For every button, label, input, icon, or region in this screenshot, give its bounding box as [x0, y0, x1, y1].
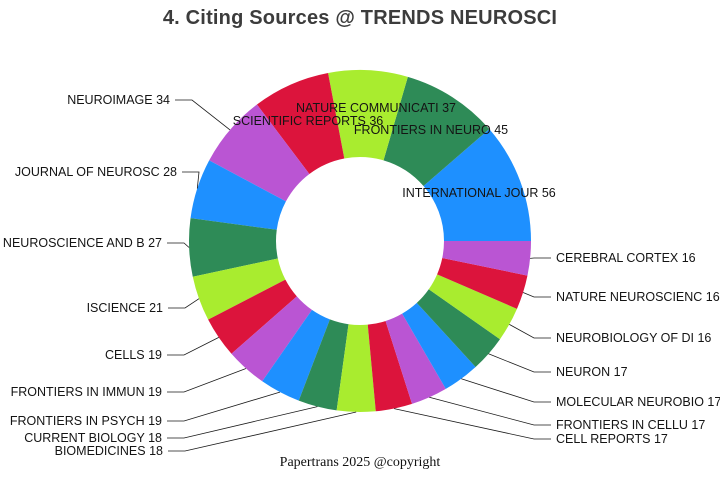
pie-slice-frontiers-in-neuro [383, 76, 490, 187]
pie-slice-frontiers-in-psych [262, 309, 330, 401]
pie-slice-cells [208, 279, 297, 354]
leader-line-neuroscience-and-b [167, 242, 190, 248]
leader-line-frontiers-in-psych [167, 391, 281, 422]
pie-slice-frontiers-in-immun [231, 296, 312, 382]
leader-line-journal-of-neurosc [182, 171, 200, 189]
leader-line-cells [167, 337, 219, 356]
slice-label-nature-neuroscienc: NATURE NEUROSCIENC 16 [556, 290, 720, 304]
slice-label-frontiers-in-psych: FRONTIERS IN PSYCH 19 [10, 414, 162, 428]
slice-label-cell-reports: CELL REPORTS 17 [556, 432, 668, 446]
leader-line-biomedicines [168, 411, 357, 452]
pie-slice-biomedicines [336, 324, 376, 413]
pie-slice-neuron [416, 289, 500, 367]
pie-slice-current-biology [298, 319, 349, 411]
slice-label-neuroscience-and-b: NEUROSCIENCE AND B 27 [3, 236, 162, 250]
leader-line-neuron [488, 353, 551, 373]
slice-label-international-jour: INTERNATIONAL JOUR 56 [402, 186, 556, 200]
leader-line-frontiers-in-immun [167, 368, 247, 393]
slice-label-neurobiology-of-di: NEUROBIOLOGY OF DI 16 [556, 331, 711, 345]
pie-slice-iscience [192, 258, 286, 320]
slice-label-frontiers-in-cellu: FRONTIERS IN CELLU 17 [556, 418, 705, 432]
pie-slice-frontiers-in-cellu [385, 313, 446, 404]
pie-slice-journal-of-neurosc [190, 160, 286, 230]
pie-slice-neuroimage [209, 104, 310, 202]
leader-line-iscience [168, 298, 200, 309]
leader-line-frontiers-in-cellu [429, 396, 551, 426]
slice-label-nature-communicati: NATURE COMMUNICATI 37 [296, 101, 456, 115]
pie-slice-cell-reports [367, 321, 413, 412]
slice-label-journal-of-neurosc: JOURNAL OF NEUROSC 28 [15, 165, 177, 179]
slice-label-molecular-neurobio: MOLECULAR NEUROBIO 17 [556, 395, 720, 409]
slice-label-neuron: NEURON 17 [556, 365, 628, 379]
leader-line-cell-reports [394, 408, 551, 440]
slice-label-current-biology: CURRENT BIOLOGY 18 [24, 431, 162, 445]
pie-slice-nature-communicati [328, 69, 408, 161]
pie-slice-neurobiology-of-di [428, 274, 517, 340]
slice-label-frontiers-in-immun: FRONTIERS IN IMMUN 19 [11, 385, 162, 399]
slice-label-cerebral-cortex: CEREBRAL CORTEX 16 [556, 251, 696, 265]
leader-line-molecular-neurobio [461, 378, 551, 403]
pie-slice-cerebral-cortex [442, 241, 532, 276]
pie-slice-nature-neuroscienc [437, 258, 528, 309]
copyright-note: Papertrans 2025 @copyright [279, 455, 441, 470]
leader-line-current-biology [167, 406, 318, 439]
chart-title: 4. Citing Sources @ TRENDS NEUROSCI [162, 7, 558, 29]
pie-slice-molecular-neurobio [402, 302, 476, 389]
pie-slice-scientific-reports [256, 73, 345, 174]
leader-line-nature-neuroscienc [522, 292, 551, 298]
leader-line-neurobiology-of-di [509, 324, 551, 339]
pie-slice-international-jour [423, 129, 531, 241]
slice-label-cells: CELLS 19 [105, 348, 162, 362]
slice-label-iscience: ISCIENCE 21 [87, 301, 163, 315]
slice-label-scientific-reports: SCIENTIFIC REPORTS 36 [233, 114, 384, 128]
slice-label-biomedicines: BIOMEDICINES 18 [55, 444, 163, 458]
leader-line-neuroimage [175, 99, 231, 131]
slice-label-neuroimage: NEUROIMAGE 34 [67, 93, 170, 107]
pie-slice-neuroscience-and-b [189, 218, 278, 277]
slice-label-frontiers-in-neuro: FRONTIERS IN NEURO 45 [354, 123, 508, 137]
